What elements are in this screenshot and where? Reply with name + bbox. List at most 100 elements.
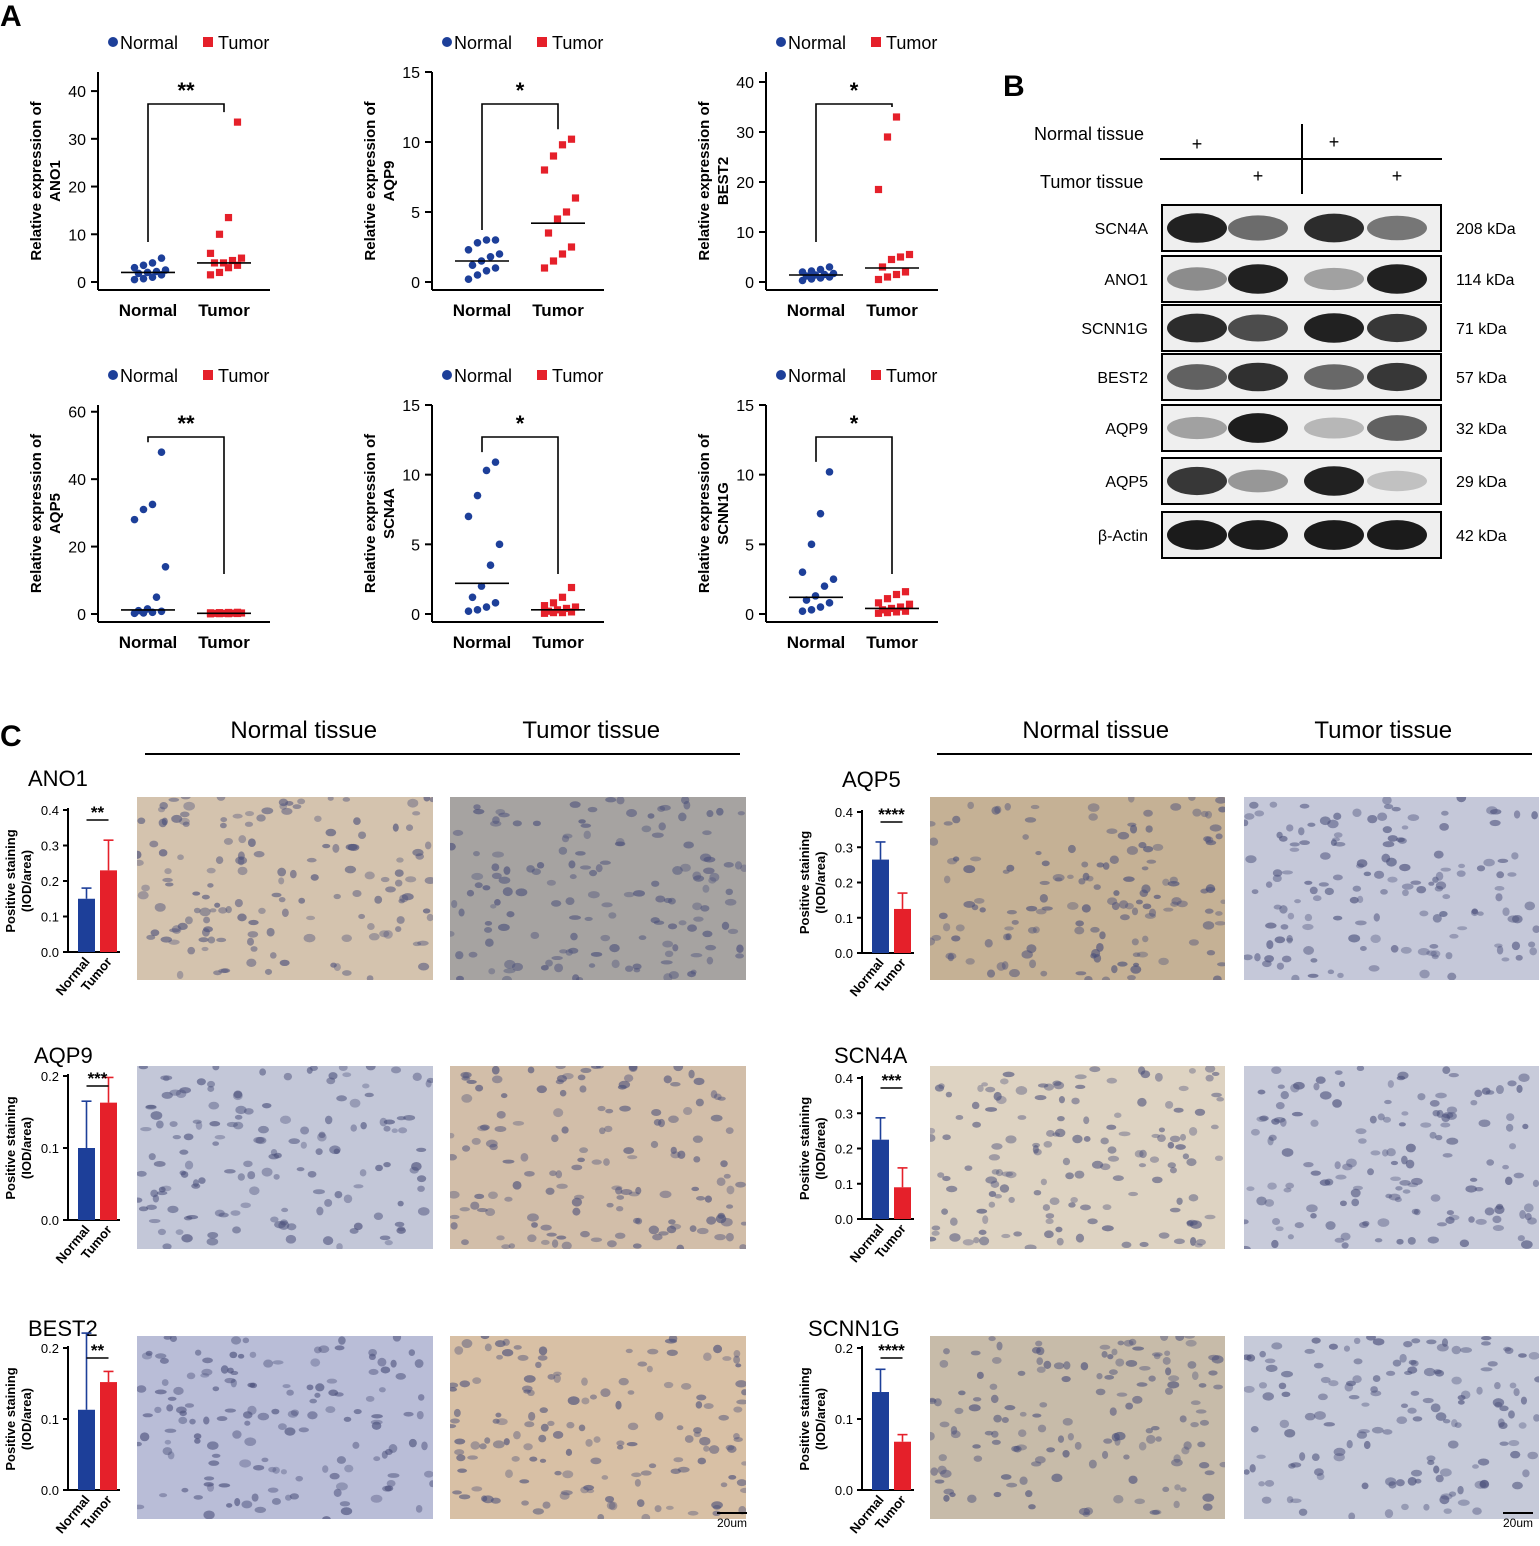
cell-nucleus — [1264, 1480, 1275, 1487]
cell-nucleus — [1170, 803, 1182, 811]
data-point-normal — [482, 236, 491, 244]
y-tick-label: 10 — [736, 468, 754, 485]
cell-nucleus — [1075, 920, 1084, 927]
cell-nucleus — [1111, 1348, 1118, 1356]
cell-nucleus — [1123, 1454, 1130, 1460]
cell-nucleus — [672, 866, 683, 875]
cell-nucleus — [1372, 1375, 1381, 1382]
cell-nucleus — [1040, 1178, 1048, 1186]
cell-nucleus — [991, 806, 1001, 815]
cell-nucleus — [307, 1411, 318, 1420]
blot-band — [1228, 413, 1288, 443]
cell-nucleus — [333, 963, 341, 971]
cell-nucleus — [580, 823, 592, 828]
cell-nucleus — [1074, 1074, 1087, 1080]
cell-nucleus — [1173, 1500, 1180, 1509]
tissue-stain — [1244, 1336, 1539, 1519]
significance-marker: *** — [882, 1071, 902, 1090]
cell-nucleus — [208, 1101, 220, 1110]
cell-nucleus — [523, 1375, 536, 1383]
cell-nucleus — [278, 798, 289, 807]
legend-normal-marker — [108, 370, 118, 380]
data-point-normal — [495, 250, 504, 258]
cell-nucleus — [1352, 885, 1362, 892]
x-tick-label: Tumor — [532, 301, 584, 320]
data-point-tumor — [883, 609, 892, 617]
cell-nucleus — [485, 1139, 498, 1148]
significance-marker: *** — [88, 1069, 108, 1088]
cell-nucleus — [1214, 921, 1225, 926]
cell-nucleus — [1429, 1099, 1440, 1107]
cell-nucleus — [386, 1480, 396, 1487]
cell-nucleus — [587, 806, 598, 813]
cell-nucleus — [157, 806, 166, 813]
cell-nucleus — [246, 937, 255, 946]
cell-nucleus — [219, 822, 227, 829]
cell-nucleus — [237, 866, 248, 876]
cell-nucleus — [1278, 1382, 1287, 1390]
band-name: β-Actin — [1098, 528, 1148, 545]
cell-nucleus — [653, 1118, 662, 1126]
y-tick-label: 0.2 — [41, 1069, 59, 1084]
cell-nucleus — [1266, 940, 1274, 950]
cell-nucleus — [1394, 1197, 1402, 1203]
cell-nucleus — [551, 1134, 559, 1143]
cell-nucleus — [240, 1202, 251, 1209]
cell-nucleus — [1346, 1440, 1353, 1449]
cell-nucleus — [666, 1225, 677, 1234]
ihc-image-tumor — [450, 1336, 746, 1519]
cell-nucleus — [1095, 1388, 1106, 1396]
cell-nucleus — [967, 801, 974, 810]
cell-nucleus — [1004, 803, 1011, 811]
cell-nucleus — [1099, 1344, 1111, 1350]
cell-nucleus — [1165, 1101, 1174, 1109]
cell-nucleus — [537, 1355, 548, 1361]
y-tick-label: 0 — [77, 607, 86, 624]
cell-nucleus — [1185, 1339, 1197, 1347]
cell-nucleus — [934, 1084, 945, 1092]
cell-nucleus — [1377, 812, 1388, 821]
cell-nucleus — [160, 1075, 173, 1081]
cell-nucleus — [364, 1092, 374, 1098]
cell-nucleus — [635, 1186, 642, 1195]
cell-nucleus — [1005, 933, 1012, 941]
cell-nucleus — [161, 1185, 172, 1192]
cell-nucleus — [218, 907, 228, 914]
cell-nucleus — [247, 1171, 256, 1180]
cell-nucleus — [502, 1338, 510, 1346]
data-point-tumor — [896, 603, 905, 611]
cell-nucleus — [379, 1117, 388, 1127]
cell-nucleus — [1136, 1382, 1148, 1387]
cell-nucleus — [141, 1352, 153, 1360]
cell-nucleus — [1426, 950, 1437, 956]
cell-nucleus — [704, 1195, 712, 1203]
cell-nucleus — [394, 879, 403, 887]
cell-nucleus — [552, 1430, 564, 1439]
cell-nucleus — [1125, 1360, 1138, 1367]
cell-nucleus — [455, 951, 464, 960]
data-point-normal — [473, 491, 482, 500]
cell-nucleus — [1148, 908, 1157, 917]
cell-nucleus — [625, 1348, 633, 1354]
cell-nucleus — [234, 898, 243, 908]
cell-nucleus — [297, 798, 306, 805]
cell-nucleus — [517, 1354, 529, 1361]
cell-nucleus — [173, 1386, 184, 1395]
y-tick-label: 0.4 — [41, 803, 59, 818]
data-point-tumor — [206, 271, 215, 279]
cell-nucleus — [164, 1428, 177, 1433]
y-axis-label: (IOD/area) — [19, 850, 34, 912]
cell-nucleus — [382, 1485, 392, 1492]
cell-nucleus — [1109, 1407, 1117, 1416]
image-content — [137, 1336, 433, 1519]
cell-nucleus — [1382, 826, 1392, 834]
cell-nucleus — [1052, 873, 1065, 882]
header-tumor-tissue: Tumor tissue — [522, 717, 660, 744]
cell-nucleus — [207, 1231, 219, 1239]
cell-nucleus — [1432, 913, 1442, 923]
cell-nucleus — [683, 1107, 693, 1116]
blot-band — [1304, 313, 1364, 343]
cell-nucleus — [257, 1125, 269, 1134]
cell-nucleus — [1199, 1419, 1210, 1426]
cell-nucleus — [1082, 1511, 1090, 1517]
